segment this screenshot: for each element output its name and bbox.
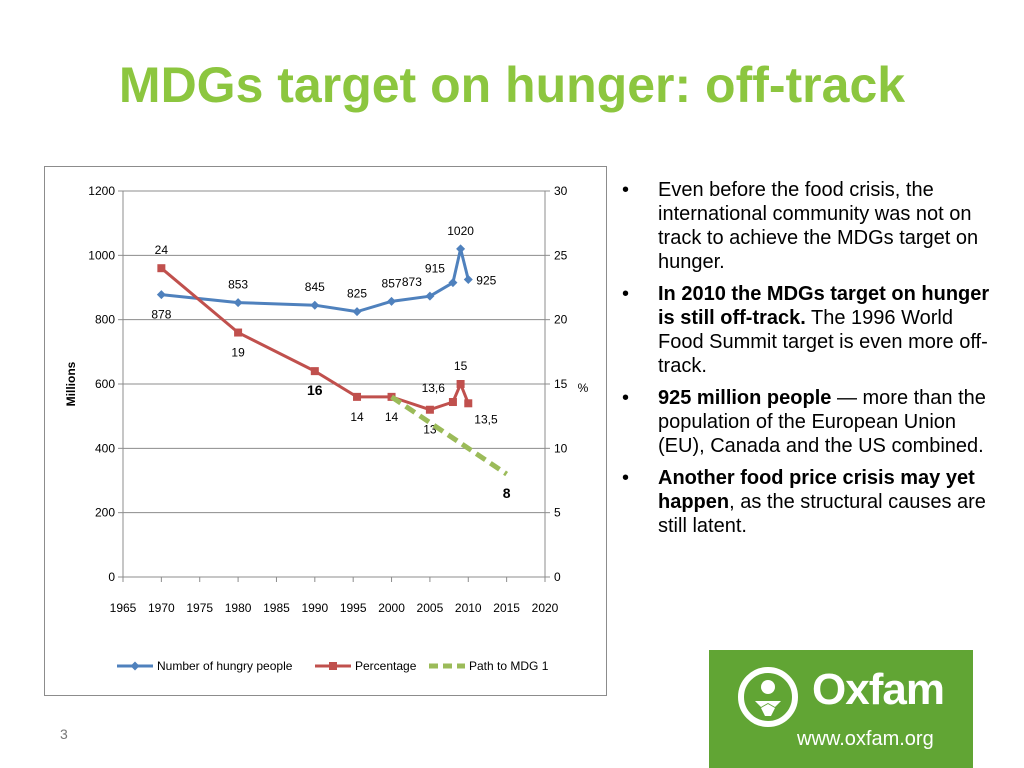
data-label: 14 — [350, 410, 364, 424]
data-label: 845 — [305, 280, 325, 294]
y-tick-label: 1000 — [88, 248, 115, 262]
data-label: 915 — [425, 262, 445, 276]
x-tick-label: 1965 — [110, 601, 137, 615]
oxfam-wordmark: Oxfam — [812, 665, 945, 714]
y-tick-label: 1200 — [88, 184, 115, 198]
data-label: 925 — [476, 273, 496, 287]
bullet-item: • In 2010 the MDGs target on hunger is st… — [622, 282, 992, 378]
chart-svg: 0 200 400 600 800 1000 1200 0 5 10 15 20 25 30 1965 197… — [64, 184, 589, 673]
data-label: 16 — [307, 382, 323, 398]
y2-axis-title: % — [578, 381, 589, 395]
percentage-point-marker — [234, 328, 243, 337]
bullet-item: • Even before the food crisis, the intern… — [622, 178, 992, 274]
bullet-text: , as the structural causes are still lat… — [658, 491, 986, 537]
data-label: 878 — [151, 308, 171, 322]
bullet-text: — more than the population of the Europe… — [658, 387, 986, 457]
hungry-point-marker — [233, 298, 243, 308]
y2-tick-label: 20 — [554, 313, 568, 327]
legend-label: Path to MDG 1 — [469, 659, 549, 673]
y2-tick-label: 5 — [554, 506, 561, 520]
bullet-bold-text: 925 million people — [658, 387, 832, 409]
x-tick-label: 1990 — [301, 601, 328, 615]
data-label: 825 — [347, 287, 367, 301]
hungry-point-marker — [352, 307, 362, 317]
y2-tick-label: 0 — [554, 570, 561, 584]
percentage-point-marker — [464, 399, 473, 408]
oxfam-url: www.oxfam.org — [797, 728, 934, 750]
y2-tick-label: 30 — [554, 184, 568, 198]
hungry-point-marker — [387, 296, 397, 306]
bullet-dot: • — [622, 387, 630, 409]
data-label: 857 — [382, 276, 402, 290]
bullet-dot: • — [622, 179, 630, 201]
x-tick-label: 2020 — [532, 601, 559, 615]
y2-tick-label: 25 — [554, 248, 568, 262]
y-tick-label: 0 — [108, 570, 115, 584]
y2-tick-label: 10 — [554, 441, 568, 455]
legend-marker — [130, 661, 140, 671]
y-tick-label: 600 — [95, 377, 115, 391]
hungry-point-marker — [156, 290, 166, 300]
x-tick-label: 2010 — [455, 601, 482, 615]
data-label: 13,5 — [474, 412, 498, 426]
data-label: 873 — [402, 275, 422, 289]
y-tick-label: 400 — [95, 441, 115, 455]
legend-marker — [329, 662, 337, 670]
x-tick-label: 1980 — [225, 601, 252, 615]
bullet-list: • Even before the food crisis, the intern… — [622, 178, 992, 546]
percentage-point-marker — [353, 392, 362, 401]
x-tick-label: 1995 — [340, 601, 367, 615]
y-axis-title: Millions — [64, 361, 78, 406]
page-number: 3 — [60, 726, 68, 742]
slide-title: MDGs target on hunger: off-track — [118, 57, 906, 113]
percentage-point-marker — [157, 264, 166, 273]
percentage-point-marker — [425, 405, 434, 414]
bullet-dot: • — [622, 467, 630, 489]
bullet-item: • Another food price crisis may yet happe… — [622, 466, 992, 538]
bullet-bold-text: In 2010 the MDGs target on hunger is sti… — [658, 283, 990, 329]
percentage-point-marker — [310, 367, 319, 376]
oxfam-figure-icon — [738, 667, 798, 727]
data-label: 24 — [155, 243, 169, 257]
data-label: 19 — [231, 346, 245, 360]
data-label: 15 — [454, 359, 468, 373]
x-tick-label: 2000 — [378, 601, 405, 615]
percentage-point-marker — [448, 398, 457, 407]
bullet-text: Even before the food crisis, the interna… — [658, 179, 979, 273]
y2-tick-label: 15 — [554, 377, 568, 391]
hungry-point-marker — [463, 274, 473, 284]
series-line-2 — [390, 394, 509, 477]
bullet-bold-text: Another food price crisis may yet happen — [658, 467, 975, 513]
hungry-point-marker — [310, 300, 320, 310]
legend-label: Percentage — [355, 659, 417, 673]
hunger-chart: 0 200 400 600 800 1000 1200 0 5 10 15 20 25 30 1965 197… — [44, 166, 607, 696]
bullet-item: • 925 million people — more than the popu… — [622, 386, 992, 458]
x-tick-label: 2015 — [493, 601, 520, 615]
bullet-text: The 1996 World Food Summit target is eve… — [658, 307, 988, 377]
y-tick-label: 200 — [95, 506, 115, 520]
y-tick-label: 800 — [95, 313, 115, 327]
x-tick-label: 1985 — [263, 601, 290, 615]
data-label: 13,6 — [422, 381, 446, 395]
percentage-point-marker — [456, 380, 465, 388]
x-tick-label: 2005 — [417, 601, 444, 615]
data-label: 8 — [503, 485, 511, 501]
hungry-point-marker — [456, 244, 466, 254]
bullet-dot: • — [622, 283, 630, 305]
x-tick-label: 1975 — [186, 601, 213, 615]
data-label: 14 — [385, 410, 399, 424]
data-label: 1020 — [447, 224, 474, 238]
hungry-point-marker — [448, 278, 458, 288]
hungry-point-marker — [425, 291, 435, 301]
x-tick-label: 1970 — [148, 601, 175, 615]
oxfam-logo — [709, 650, 973, 768]
data-label: 853 — [228, 278, 248, 292]
legend-label: Number of hungry people — [157, 659, 293, 673]
